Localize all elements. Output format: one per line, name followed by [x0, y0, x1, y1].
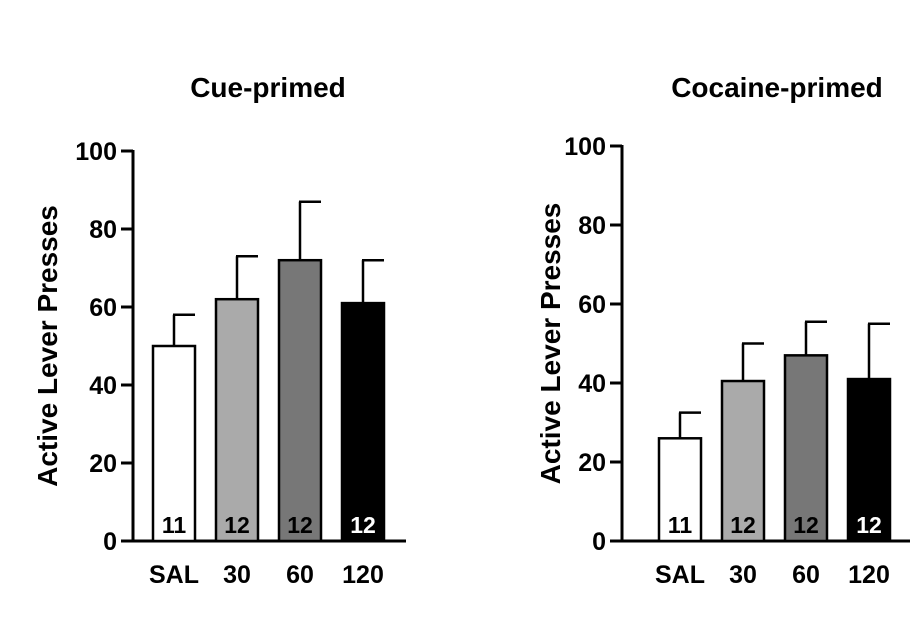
x-tick-label: 120	[848, 561, 890, 589]
bar-n-label: 12	[793, 512, 819, 538]
x-tick-label: 30	[729, 561, 757, 589]
y-axis-label: Active Lever Presses	[535, 203, 566, 485]
x-tick-label: 60	[792, 561, 820, 589]
bar	[214, 297, 260, 543]
y-tick-label: 20	[578, 449, 606, 477]
bar-n-label: 12	[287, 512, 313, 538]
x-tick-label: SAL	[655, 561, 705, 589]
x-tick-label: 30	[223, 561, 251, 589]
x-tick-label: 60	[286, 561, 314, 589]
y-tick-label: 20	[89, 450, 117, 478]
x-tick-label: SAL	[149, 561, 199, 589]
y-tick-label: 100	[564, 133, 606, 161]
y-tick-label: 0	[103, 528, 117, 556]
bar	[846, 377, 892, 543]
y-axis-label: Active Lever Presses	[32, 205, 63, 487]
x-tick-label: 120	[342, 561, 384, 589]
bar-n-label: 12	[730, 512, 756, 538]
bar	[783, 354, 829, 543]
y-tick-label: 100	[75, 138, 117, 166]
chart-title: Cue-primed	[190, 72, 346, 103]
y-tick-label: 40	[89, 372, 117, 400]
bar	[151, 344, 197, 543]
bar	[720, 379, 766, 543]
y-tick-label: 80	[578, 212, 606, 240]
chart-panel-1: Cue-primed Active Lever Presses 0 20 40 60 80 1…	[32, 72, 406, 589]
y-tick-label: 80	[89, 216, 117, 244]
bar-n-label: 11	[668, 512, 693, 538]
bar-n-label: 12	[224, 512, 250, 538]
y-tick-label: 60	[89, 294, 117, 322]
chart-title: Cocaine-primed	[671, 72, 883, 103]
bar	[277, 258, 323, 543]
y-tick-label: 60	[578, 291, 606, 319]
y-tick-label: 0	[592, 528, 606, 556]
y-tick-label: 40	[578, 370, 606, 398]
bar-n-label: 11	[162, 512, 187, 538]
bar-n-label: 12	[856, 512, 882, 538]
bar-n-label: 12	[350, 512, 376, 538]
chart-panel-2: Cocaine-primed Active Lever Presses 0 20 40 6…	[535, 72, 910, 589]
bar	[340, 301, 386, 543]
bar	[657, 437, 703, 543]
